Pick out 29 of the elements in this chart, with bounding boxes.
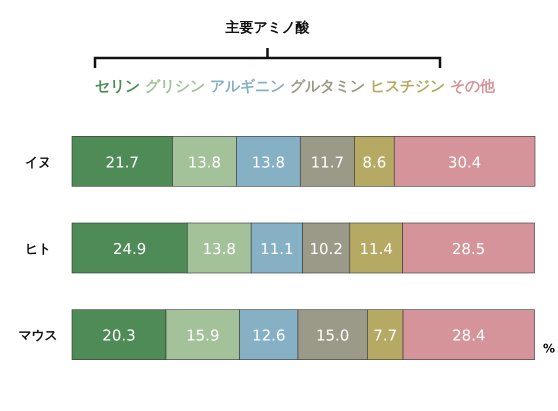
data-label: 13.8 <box>252 153 286 172</box>
data-label: 8.6 <box>362 153 386 172</box>
data-label: 24.9 <box>112 240 146 258</box>
data-label: 28.4 <box>452 326 486 345</box>
data-label: 11.1 <box>260 240 294 258</box>
text: グリシン <box>145 77 205 95</box>
data-label: 13.8 <box>188 153 222 172</box>
text: その他 <box>450 77 496 95</box>
y-tick-label: ヒト <box>25 242 51 257</box>
data-label: 21.7 <box>106 153 139 172</box>
data-label: 15.0 <box>316 326 350 345</box>
data-label: 15.9 <box>186 326 220 345</box>
y-tick-label: マウス <box>18 328 58 344</box>
data-label: 28.5 <box>452 240 486 258</box>
chart-title: 主要アミノ酸 <box>224 19 310 36</box>
text: ヒスチジン <box>370 77 445 95</box>
data-label: 11.4 <box>359 240 393 258</box>
text: グルタミン <box>290 77 365 95</box>
data-label: 11.7 <box>310 153 344 172</box>
data-label: 12.6 <box>252 326 286 345</box>
y-tick-label: イヌ <box>25 155 51 170</box>
data-label: 13.8 <box>202 240 236 258</box>
data-label: 7.7 <box>373 326 398 345</box>
text: アルギニン <box>210 77 285 95</box>
data-label: 10.2 <box>309 240 343 258</box>
text: セリン <box>95 77 140 95</box>
data-label: 30.4 <box>448 153 482 172</box>
data-label: 20.3 <box>102 326 136 345</box>
x-axis-title: % <box>542 342 556 356</box>
